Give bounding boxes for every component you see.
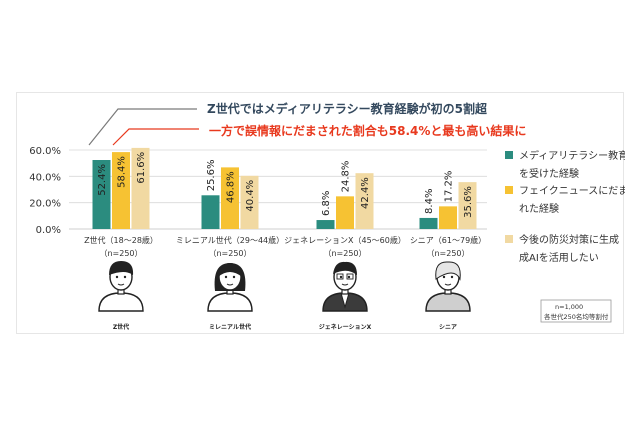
y-tick-label: 0.0%: [36, 225, 61, 236]
legend-label: 成AIを活用したい: [519, 252, 599, 264]
avatar-label: Z世代: [113, 323, 129, 331]
bar: [419, 217, 438, 229]
legend-label: フェイクニュースにだまさ: [519, 185, 625, 197]
y-tick-label: 60.0%: [29, 146, 61, 157]
avatars: Z世代 ミレニアル世代 ジェネレーションX シニア: [98, 261, 471, 331]
legend: メディアリテラシー教育を受けた経験フェイクニュースにだまされた経験今後の防災対策…: [505, 149, 625, 264]
data-label: 25.6%: [206, 160, 217, 192]
person-icon: [425, 261, 471, 312]
data-label: 46.8%: [226, 171, 237, 203]
headline-line1-leader: [88, 108, 197, 146]
bar: [221, 167, 239, 229]
bar: [240, 175, 259, 229]
headline-line2: 一方で誤情報にだまされた割合も58.4%と最も高い結果に: [209, 123, 526, 138]
bar: [92, 160, 111, 229]
headline-line1: Z世代ではメディアリテラシー教育経験が初の5割超: [207, 101, 488, 116]
data-label: 8.4%: [424, 189, 435, 214]
category-label: ジェネレーションX（45～60歳）: [284, 235, 406, 245]
category-label: ミレニアル世代（29～44歳）: [176, 235, 284, 245]
avatar-label: シニア: [439, 324, 457, 331]
y-axis-ticks: 0.0% 20.0% 40.0% 60.0%: [29, 146, 61, 236]
data-label: 40.4%: [245, 180, 256, 212]
data-label: 61.6%: [136, 152, 147, 184]
data-label: 17.2%: [444, 171, 455, 203]
bar: [112, 152, 130, 229]
legend-label: れた経験: [519, 202, 559, 215]
bar: [316, 220, 335, 229]
note-line1: n=1,000: [555, 303, 583, 311]
legend-swatch: [505, 235, 513, 243]
bar: [201, 195, 220, 229]
data-label: 42.4%: [360, 177, 371, 209]
legend-swatch: [505, 186, 513, 194]
legend-label: 今後の防災対策に生成: [519, 233, 619, 246]
data-label: 24.8%: [341, 161, 352, 193]
category-n: （n=250）: [99, 249, 142, 258]
y-tick-label: 40.0%: [29, 172, 61, 183]
bar: [439, 206, 457, 229]
category-n: （n=250）: [426, 249, 469, 258]
person-icon: [98, 261, 144, 312]
bar: [336, 196, 354, 229]
person-icon: [207, 263, 253, 312]
data-label: 52.4%: [97, 164, 108, 196]
category-labels: Z世代（18～28歳） （n=250） ミレニアル世代（29～44歳） （n=250）…: [84, 235, 486, 258]
avatar-label: ミレニアル世代: [209, 323, 251, 331]
data-label: 35.6%: [463, 186, 474, 218]
legend-label: を受けた経験: [519, 167, 579, 180]
note-line2: 各世代250名均等割付: [544, 312, 609, 321]
bar: [458, 182, 477, 229]
category-n: （n=250）: [208, 249, 251, 258]
data-label: 6.8%: [321, 191, 332, 216]
legend-swatch: [505, 151, 513, 159]
legend-label: メディアリテラシー教育: [519, 149, 625, 162]
avatar-label: ジェネレーションX: [319, 323, 372, 331]
bar: [131, 147, 150, 229]
bars: 52.4% 25.6% 6.8% 8.4% 58.4% 46.8% 24.8% 17.2% 61…: [92, 147, 477, 229]
person-icon: [322, 261, 368, 312]
note-box: [540, 299, 612, 323]
bar: [355, 173, 374, 229]
headline-line2-leader: [112, 128, 199, 146]
data-label: 58.4%: [117, 156, 128, 188]
chart-card: Z世代ではメディアリテラシー教育経験が初の5割超 一方で誤情報にだまされた割合も…: [16, 92, 625, 334]
category-label: Z世代（18～28歳）: [84, 235, 158, 245]
y-tick-label: 20.0%: [29, 199, 61, 210]
category-n: （n=250）: [323, 249, 366, 258]
category-label: シニア（61～79歳）: [410, 235, 486, 245]
bar-chart: Z世代ではメディアリテラシー教育経験が初の5割超 一方で誤情報にだまされた割合も…: [29, 101, 625, 331]
